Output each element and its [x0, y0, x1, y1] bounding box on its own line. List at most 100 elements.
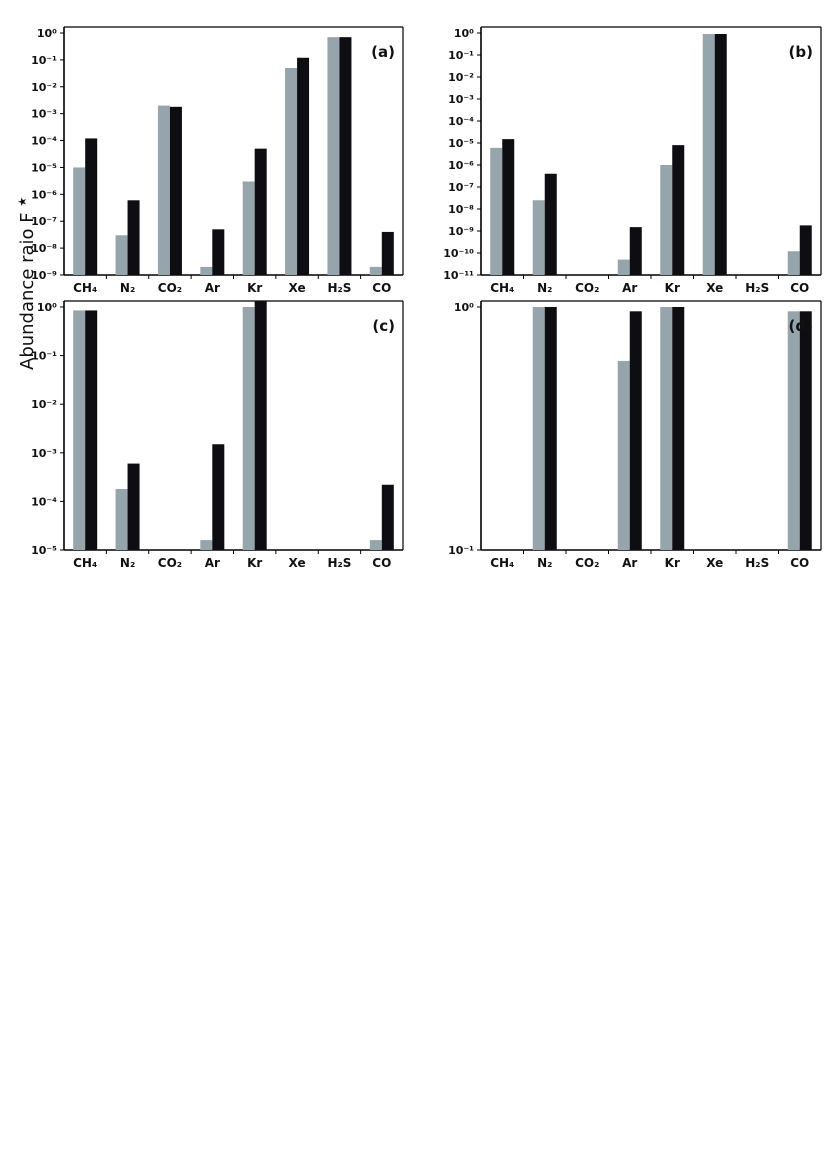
y-tick-label: 10⁻⁴	[31, 495, 57, 508]
y-tick-label: 10⁻¹	[31, 350, 57, 363]
bar-1-co2	[157, 105, 170, 276]
x-tick-label: CO₂	[158, 281, 182, 295]
x-tick-label: CO₂	[158, 556, 182, 570]
y-axis-label: Abundance raio F ★	[16, 197, 38, 370]
bar-1-co	[369, 266, 382, 275]
bar-2-kr	[672, 145, 685, 275]
chart-panel-4: 10⁻¹ 10⁰ CH₄ N₂ CO₂ Ar Kr Xe H₂S CO (d)	[448, 300, 822, 570]
x-tick-label: Kr	[665, 556, 680, 570]
bar-1-co	[787, 311, 800, 550]
chart-panel-3: 10⁻⁵ 10⁻⁴ 10⁻³ 10⁻² 10⁻¹ 10⁰ CH₄ N₂ CO₂ Ar Kr Xe H₂S…	[31, 300, 404, 570]
x-tick-label: CH₄	[73, 556, 97, 570]
x-tick-label: Xe	[289, 281, 306, 295]
bar-1-kr	[242, 307, 255, 550]
x-tick-label: Ar	[205, 556, 220, 570]
x-tick-label: Kr	[247, 281, 262, 295]
y-tick-label: 10⁻⁶	[448, 159, 474, 172]
y-tick-label: 10⁻⁷	[448, 181, 474, 194]
bar-1-n2	[115, 235, 128, 275]
y-tick-label: 10⁻³	[31, 108, 57, 121]
chart-panel-1: 10⁻⁹ 10⁻⁸ 10⁻⁷ 10⁻⁶ 10⁻⁵ 10⁻⁴ 10⁻³ 10⁻² 10⁻¹ 10⁰ C…	[31, 26, 404, 295]
y-tick-label: 10⁻⁹	[31, 269, 57, 282]
bar-1-ch4	[73, 310, 86, 550]
panel-label: (a)	[371, 43, 395, 61]
x-tick-label: H₂S	[745, 556, 769, 570]
y-tick-label: 10⁻⁶	[31, 188, 57, 201]
y-tick-label: 10⁰	[454, 27, 474, 40]
bar-1-kr	[242, 181, 255, 275]
y-tick-label: 10⁻⁵	[31, 544, 57, 557]
x-tick-label: CH₄	[490, 556, 514, 570]
x-tick-label: N₂	[120, 556, 135, 570]
bar-2-ar	[629, 311, 642, 550]
bar-2-ar	[629, 227, 642, 275]
y-tick-label: 10⁰	[454, 301, 474, 314]
bar-2-n2	[127, 463, 140, 550]
y-tick-label: 10⁻¹	[448, 49, 474, 62]
panel-label: (d)	[789, 317, 813, 335]
y-tick-label: 10⁻¹	[448, 544, 474, 557]
y-tick-label: 10⁻⁵	[31, 161, 57, 174]
x-tick-label: CH₄	[73, 281, 97, 295]
y-tick-label: 10⁻⁷	[31, 215, 57, 228]
bar-2-kr	[254, 301, 267, 550]
bar-1-kr	[660, 165, 673, 275]
bar-2-ch4	[85, 310, 98, 550]
x-tick-label: H₂S	[327, 556, 351, 570]
bar-2-co	[799, 311, 812, 550]
x-tick-label: Kr	[247, 556, 262, 570]
x-tick-label: CO	[372, 281, 391, 295]
x-tick-label: Xe	[706, 556, 723, 570]
panel-label: (b)	[789, 43, 813, 61]
y-tick-label: 10⁰	[37, 27, 57, 40]
x-tick-label: Xe	[289, 556, 306, 570]
y-axis-label-text: Abundance raio F	[17, 212, 38, 370]
bar-1-co	[369, 540, 382, 550]
x-tick-label: CO	[790, 556, 809, 570]
x-tick-label: CO	[790, 281, 809, 295]
x-tick-label: H₂S	[745, 281, 769, 295]
panel-label: (c)	[372, 317, 395, 335]
y-tick-label: 10⁻²	[31, 81, 57, 94]
x-tick-label: Xe	[706, 281, 723, 295]
bar-2-ar	[212, 229, 225, 275]
x-tick-label: CO₂	[575, 556, 599, 570]
bar-2-n2	[544, 173, 557, 275]
y-tick-label: 10⁰	[37, 301, 57, 314]
bar-2-co	[799, 225, 812, 275]
bar-2-n2	[544, 307, 557, 550]
bar-2-kr	[254, 148, 267, 275]
bar-2-n2	[127, 200, 140, 275]
bar-2-ar	[212, 444, 225, 550]
y-tick-label: 10⁻⁸	[448, 203, 474, 216]
bar-2-ch4	[502, 139, 515, 275]
bar-1-ch4	[73, 167, 86, 275]
bar-2-xe	[714, 34, 727, 275]
y-tick-label: 10⁻⁹	[448, 225, 474, 238]
bar-1-h2s	[327, 37, 340, 275]
x-tick-label: CH₄	[490, 281, 514, 295]
bar-2-co2	[169, 106, 182, 275]
x-tick-label: Ar	[622, 556, 637, 570]
x-tick-label: CO₂	[575, 281, 599, 295]
bar-1-xe	[285, 67, 298, 276]
bar-1-ar	[617, 259, 630, 275]
bar-1-co	[787, 251, 800, 275]
y-tick-label: 10⁻³	[448, 93, 474, 106]
y-tick-label: 10⁻¹⁰	[443, 247, 474, 260]
bar-2-ch4	[85, 138, 98, 275]
x-tick-label: Ar	[205, 281, 220, 295]
y-tick-label: 10⁻³	[31, 447, 57, 460]
y-tick-label: 10⁻¹¹	[443, 269, 474, 282]
bar-1-xe	[702, 34, 715, 275]
x-tick-label: H₂S	[327, 281, 351, 295]
y-tick-label: 10⁻⁵	[448, 137, 474, 150]
bar-1-n2	[532, 307, 545, 550]
y-axis-label-star: ★	[16, 196, 29, 207]
bar-1-kr	[660, 307, 673, 550]
y-tick-label: 10⁻⁴	[448, 115, 474, 128]
x-tick-label: N₂	[537, 281, 552, 295]
x-tick-label: Ar	[622, 281, 637, 295]
bar-2-xe	[297, 57, 310, 275]
